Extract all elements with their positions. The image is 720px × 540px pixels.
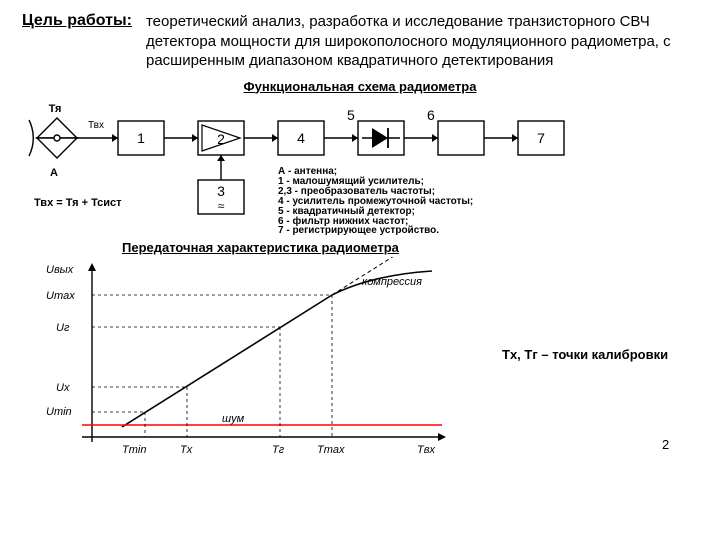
block-diagram: Тя А Твх 1 2 3 ≈ Твх = Тя + Тсист 4 <box>22 100 698 230</box>
equation: Твх = Тя + Тсист <box>34 197 122 209</box>
y-umax: Umax <box>46 290 75 302</box>
y-ux: Ux <box>56 382 70 394</box>
transfer-plot: шум Uвых Umax Uг Ux Umin Tmin Tx Tг Tm <box>22 257 472 465</box>
schema-title: Функциональная схема радиометра <box>22 79 698 94</box>
lbl-tvh: Твх <box>88 120 104 131</box>
x-tmin: Tmin <box>122 444 146 456</box>
x-tg: Tг <box>272 444 285 456</box>
y-ug: Uг <box>56 322 70 334</box>
lbl-a: А <box>50 167 58 179</box>
block-5-label: 5 <box>347 107 355 123</box>
block-2: 2 <box>217 131 225 147</box>
shum-label: шум <box>222 413 245 425</box>
page-number: 2 <box>662 437 669 452</box>
block-7: 7 <box>537 130 545 146</box>
x-tmax: Tmax <box>317 444 345 456</box>
block-3: 3 <box>217 183 225 199</box>
note-right: Tx, Tг – точки калибровки <box>502 347 668 362</box>
transfer-title: Передаточная характеристика радиометра <box>122 240 698 255</box>
x-tx: Tx <box>180 444 193 456</box>
y-umin: Umin <box>46 406 72 418</box>
y-uv: Uвых <box>46 264 74 276</box>
goal-label: Цель работы: <box>22 12 132 30</box>
legend-l7: 7 - регистрирующее устройство. <box>278 225 439 236</box>
kompr-label: компрессия <box>362 276 422 288</box>
block-1: 1 <box>137 130 145 146</box>
x-axis: Tвх <box>417 444 435 456</box>
goal-text: теоретический анализ, разработка и иссле… <box>146 12 698 71</box>
approx-icon: ≈ <box>218 199 225 213</box>
legend: А - антенна; 1 - малошумящий усилитель; … <box>278 166 473 227</box>
lbl-tya: Тя <box>49 103 62 115</box>
block-4: 4 <box>297 130 305 146</box>
block-6-label: 6 <box>427 107 435 123</box>
